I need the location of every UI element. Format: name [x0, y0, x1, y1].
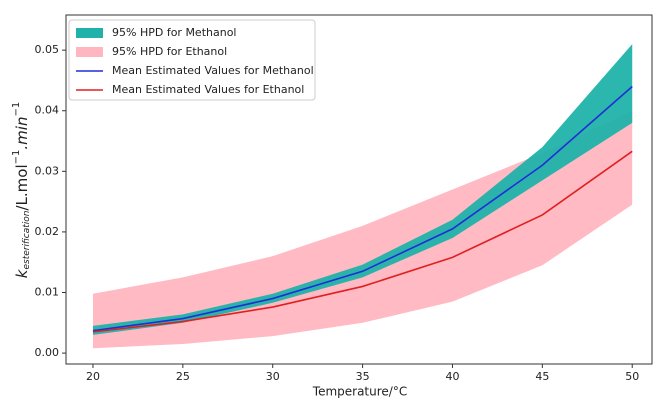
y-label-part: .min [13, 117, 31, 150]
x-tick-label: 35 [356, 370, 370, 383]
y-tick-label: 0.01 [35, 286, 60, 299]
y-label-part: −1 [11, 150, 22, 165]
x-tick-label: 25 [176, 370, 190, 383]
y-label-part: /L.mol [13, 164, 31, 210]
legend-box [68, 19, 316, 101]
x-tick-label: 40 [445, 370, 459, 383]
y-tick-label: 0.04 [35, 104, 60, 117]
y-tick-label: 0.05 [35, 43, 60, 56]
y-label-part: esterification [22, 210, 32, 269]
mean-line [92, 150, 633, 333]
legend-label: Mean Estimated Values for Ethanol [112, 83, 304, 96]
y-tick-label: 0.02 [35, 225, 60, 238]
plot-frame [65, 14, 653, 365]
y-label-part: k [13, 268, 31, 278]
legend-label: Mean Estimated Values for Methanol [112, 64, 314, 77]
legend-label: 95% HPD for Ethanol [112, 45, 227, 58]
hpd-band [92, 110, 633, 349]
y-tick-label: 0.03 [35, 164, 60, 177]
mean-line [92, 85, 633, 332]
y-label-part: −1 [11, 102, 22, 117]
x-tick-label: 30 [266, 370, 280, 383]
x-axis-label: Temperature/°C [312, 385, 407, 399]
x-tick-label: 50 [625, 370, 639, 383]
hpd-band [92, 44, 633, 335]
y-tick-label: 0.00 [35, 346, 60, 359]
legend-swatch [76, 47, 103, 57]
y-axis-label: kesterification/L.mol−1.min−1 [11, 102, 32, 278]
legend-swatch [76, 28, 103, 38]
legend-label: 95% HPD for Methanol [112, 26, 236, 39]
x-tick-label: 45 [535, 370, 549, 383]
x-tick-label: 20 [86, 370, 100, 383]
